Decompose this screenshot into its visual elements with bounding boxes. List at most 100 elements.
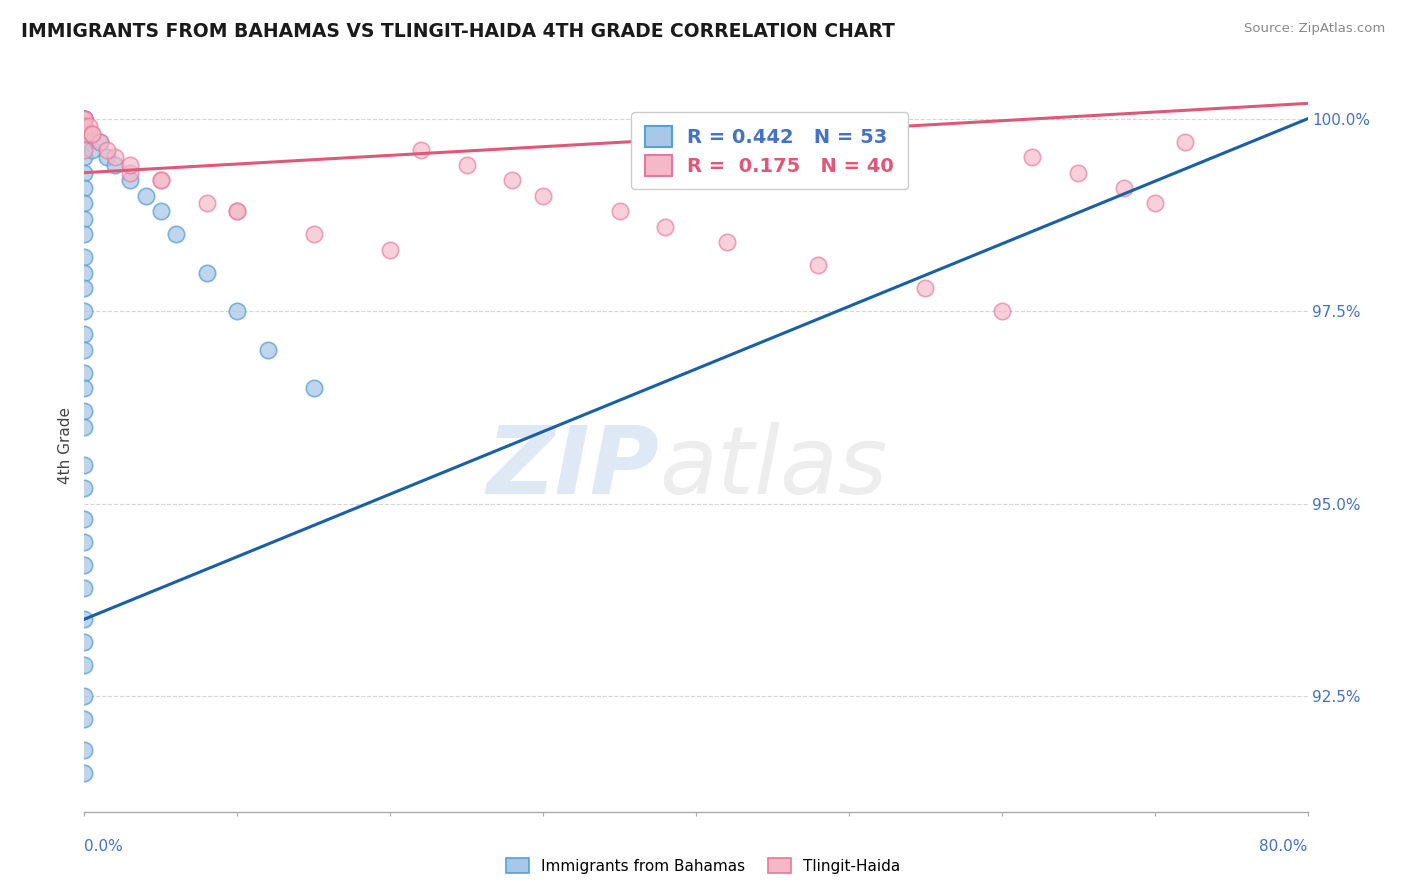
Point xyxy=(73,404,96,418)
Point xyxy=(73,343,96,357)
Point xyxy=(73,251,96,265)
Point xyxy=(991,304,1014,318)
Point xyxy=(226,304,249,318)
Point xyxy=(135,188,157,202)
Point xyxy=(73,112,96,126)
Point xyxy=(73,112,96,126)
Point xyxy=(73,766,96,780)
Point xyxy=(716,235,738,249)
Point xyxy=(77,120,100,134)
Point xyxy=(149,204,172,219)
Point xyxy=(73,281,96,295)
Y-axis label: 4th Grade: 4th Grade xyxy=(58,408,73,484)
Text: Source: ZipAtlas.com: Source: ZipAtlas.com xyxy=(1244,22,1385,36)
Point xyxy=(149,173,172,187)
Point xyxy=(73,112,96,126)
Point xyxy=(73,266,96,280)
Point xyxy=(73,535,96,549)
Point xyxy=(73,166,96,180)
Point xyxy=(73,635,96,649)
Point xyxy=(195,196,218,211)
Point xyxy=(73,112,96,126)
Point xyxy=(73,211,96,226)
Point xyxy=(73,112,96,126)
Text: atlas: atlas xyxy=(659,423,887,514)
Point xyxy=(73,120,96,134)
Point xyxy=(1114,181,1136,195)
Point xyxy=(73,112,96,126)
Point xyxy=(73,112,96,126)
Point xyxy=(104,158,127,172)
Point xyxy=(104,150,127,164)
Point xyxy=(409,143,432,157)
Legend: Immigrants from Bahamas, Tlingit-Haida: Immigrants from Bahamas, Tlingit-Haida xyxy=(499,852,907,880)
Point xyxy=(502,173,524,187)
Point xyxy=(73,512,96,526)
Point xyxy=(302,381,325,395)
Point xyxy=(1174,135,1197,149)
Point xyxy=(1143,196,1166,211)
Point xyxy=(165,227,187,242)
Point xyxy=(807,258,830,272)
Point xyxy=(73,366,96,380)
Text: 0.0%: 0.0% xyxy=(84,838,124,854)
Point xyxy=(73,227,96,242)
Point xyxy=(1021,150,1043,164)
Point xyxy=(73,612,96,626)
Point xyxy=(73,112,96,126)
Point xyxy=(456,158,478,172)
Point xyxy=(226,204,249,219)
Point xyxy=(73,112,96,126)
Point xyxy=(1067,166,1090,180)
Point xyxy=(120,173,142,187)
Point xyxy=(226,204,249,219)
Point xyxy=(73,143,96,157)
Point xyxy=(96,143,118,157)
Point xyxy=(73,458,96,473)
Point xyxy=(73,112,96,126)
Point xyxy=(73,690,96,704)
Point xyxy=(654,219,676,234)
Point xyxy=(73,112,96,126)
Point xyxy=(73,112,96,126)
Point xyxy=(73,381,96,395)
Point xyxy=(73,419,96,434)
Point xyxy=(73,135,96,149)
Point xyxy=(73,327,96,342)
Point xyxy=(73,558,96,573)
Point xyxy=(73,127,96,141)
Text: IMMIGRANTS FROM BAHAMAS VS TLINGIT-HAIDA 4TH GRADE CORRELATION CHART: IMMIGRANTS FROM BAHAMAS VS TLINGIT-HAIDA… xyxy=(21,22,896,41)
Point xyxy=(73,150,96,164)
Point xyxy=(149,173,172,187)
Point xyxy=(73,112,96,126)
Point xyxy=(73,712,96,726)
Point xyxy=(914,281,936,295)
Point xyxy=(73,120,96,134)
Point xyxy=(73,112,96,126)
Point xyxy=(80,127,103,141)
Text: 80.0%: 80.0% xyxy=(1260,838,1308,854)
Point xyxy=(77,127,100,141)
Point xyxy=(73,112,96,126)
Point xyxy=(531,188,554,202)
Point xyxy=(80,143,103,157)
Point xyxy=(89,135,111,149)
Point xyxy=(73,582,96,596)
Point xyxy=(609,204,631,219)
Point xyxy=(302,227,325,242)
Text: ZIP: ZIP xyxy=(486,422,659,514)
Point xyxy=(89,135,111,149)
Point xyxy=(73,196,96,211)
Point xyxy=(73,127,96,141)
Point xyxy=(73,743,96,757)
Point xyxy=(73,181,96,195)
Point xyxy=(73,658,96,673)
Legend: R = 0.442   N = 53, R =  0.175   N = 40: R = 0.442 N = 53, R = 0.175 N = 40 xyxy=(631,112,908,189)
Point xyxy=(195,266,218,280)
Point xyxy=(380,243,402,257)
Point xyxy=(73,304,96,318)
Point xyxy=(257,343,280,357)
Point xyxy=(73,481,96,495)
Point xyxy=(96,150,118,164)
Point xyxy=(120,166,142,180)
